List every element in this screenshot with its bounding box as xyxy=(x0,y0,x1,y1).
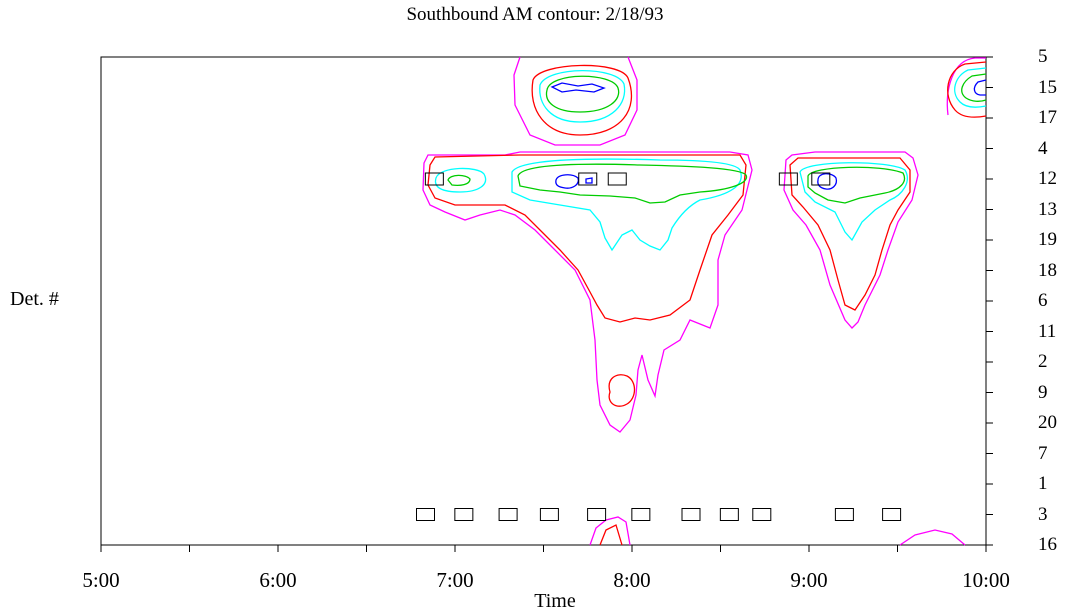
y-tick-label: 1 xyxy=(1038,473,1048,494)
incident-marker xyxy=(681,508,701,521)
y-tick-label: 7 xyxy=(1038,442,1048,464)
contour-line xyxy=(789,157,911,311)
y-tick-label: 18 xyxy=(1038,259,1057,281)
contour-line xyxy=(954,67,987,108)
incident-marker xyxy=(578,172,598,186)
incident-markers xyxy=(416,172,902,521)
y-tick-label: 20 xyxy=(1038,412,1057,433)
incident-marker xyxy=(834,508,854,521)
incident-marker xyxy=(498,508,518,521)
incident-marker xyxy=(882,508,902,521)
incident-marker xyxy=(719,508,739,521)
x-tick-label: 10:00 xyxy=(962,568,1010,592)
incident-marker xyxy=(424,172,444,186)
contour-line xyxy=(899,529,966,546)
y-tick-label: 17 xyxy=(1038,107,1057,128)
x-tick-label: 9:00 xyxy=(790,568,828,592)
contour-line xyxy=(513,56,638,146)
y-tick-label: 19 xyxy=(1038,229,1057,250)
contour-line xyxy=(511,158,742,252)
contour-line xyxy=(961,73,987,102)
incident-marker xyxy=(607,172,627,186)
y-tick-label: 4 xyxy=(1038,137,1048,159)
contour-line xyxy=(539,70,626,123)
y-tick-label: 11 xyxy=(1038,320,1057,342)
contour-line xyxy=(599,524,623,546)
x-tick-label: 5:00 xyxy=(82,568,120,592)
y-tick-label: 9 xyxy=(1038,381,1048,403)
y-tick-label: 2 xyxy=(1038,351,1048,372)
incident-marker xyxy=(454,508,474,521)
chart-title: Southbound AM contour: 2/18/93 xyxy=(406,4,664,25)
incident-marker xyxy=(539,508,559,521)
contour-line xyxy=(799,162,908,242)
y-axis-label: Det. # xyxy=(10,288,59,310)
incident-marker xyxy=(778,172,798,186)
contour-line xyxy=(807,166,906,204)
contour-line xyxy=(555,174,579,189)
contour-line xyxy=(817,173,838,190)
y-tick-label: 5 xyxy=(1038,46,1048,67)
y-tick-label: 16 xyxy=(1038,534,1057,555)
contour-lines xyxy=(422,56,987,546)
contour-line xyxy=(783,151,919,329)
incident-marker xyxy=(416,508,435,521)
axis-ticks xyxy=(100,56,993,552)
contour-line xyxy=(545,75,620,113)
contour-line xyxy=(447,174,471,186)
contour-line xyxy=(422,151,753,433)
contour-line xyxy=(434,167,487,193)
x-tick-label: 8:00 xyxy=(613,568,651,592)
contour-line xyxy=(946,57,986,116)
contour-line xyxy=(589,516,631,546)
contour-line xyxy=(531,64,633,136)
y-tick-label: 15 xyxy=(1038,76,1057,98)
y-tick-label: 13 xyxy=(1038,198,1057,220)
contour-line xyxy=(608,374,636,407)
x-tick-label: 7:00 xyxy=(436,568,474,592)
contour-line xyxy=(585,177,593,184)
contour-line xyxy=(517,163,748,204)
incident-marker xyxy=(752,508,772,521)
contour-line xyxy=(947,61,987,118)
contour-line xyxy=(973,79,987,96)
y-tick-label: 6 xyxy=(1038,290,1048,311)
x-tick-label: 6:00 xyxy=(259,568,297,592)
y-tick-label: 3 xyxy=(1038,503,1048,525)
x-axis-label: Time xyxy=(534,590,576,612)
contour-line xyxy=(550,82,606,93)
plot-frame xyxy=(100,56,987,546)
incident-marker xyxy=(631,508,651,521)
y-tick-label: 12 xyxy=(1038,168,1057,189)
incident-marker xyxy=(587,508,607,521)
incident-marker xyxy=(811,172,831,186)
contour-line xyxy=(427,154,747,323)
